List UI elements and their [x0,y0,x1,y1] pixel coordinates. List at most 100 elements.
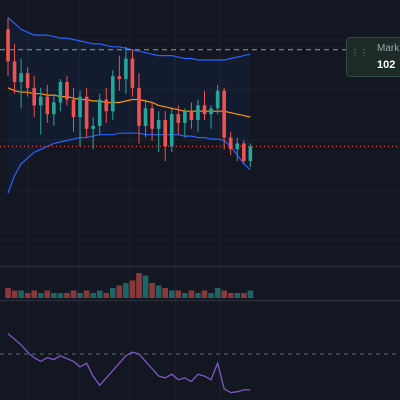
volume-bar [155,285,162,298]
volume-bar [44,290,51,298]
candle-body [196,105,200,121]
candle-body [117,76,122,80]
candle-body [12,61,17,82]
volume-bar [162,288,168,298]
candle [130,49,135,97]
candle [91,117,95,150]
volume-bar [90,293,96,298]
volume-bar [221,290,227,298]
candle [12,43,17,94]
candle [215,84,220,115]
volume-bar [208,293,214,298]
candle-body [137,87,141,126]
candle-body [78,96,82,118]
candle-body [202,105,207,115]
volume-bar [37,293,44,298]
mark-price-label: Mark [377,43,400,54]
candle [189,102,194,129]
volume-bar [116,285,123,298]
volume-bar [149,283,155,298]
volume-bar [182,293,188,298]
volume-bar [234,293,241,298]
volume-bar [103,293,110,298]
bollinger-upper [7,17,251,61]
volume-bar [129,280,136,298]
volume-bar [188,290,195,298]
bollinger-bands [7,17,251,194]
candle [84,87,89,138]
candle-body [189,111,194,121]
volume-bar [24,293,31,298]
candle [163,111,167,162]
candle-body [163,120,167,147]
candle [25,67,30,97]
candle [222,87,226,150]
candle [111,70,115,121]
volume-bar [57,293,64,298]
candle [32,76,36,118]
candle-body [150,108,154,129]
candle [235,137,240,162]
candle [196,99,200,132]
candle-body [183,111,187,123]
candle-body [32,87,36,106]
candle-body [97,99,102,126]
candle-body [209,108,213,115]
candle-body [104,99,109,112]
volume-bar [18,290,24,298]
volume-bar [110,288,116,298]
candle-body [52,102,56,115]
candle-body [19,73,23,82]
price-lines [0,49,400,147]
candle-body [176,114,181,123]
rsi-pane [0,333,400,394]
candle-body [84,96,89,129]
candle-body [25,73,30,88]
candle [228,131,233,156]
candle [202,90,207,121]
candle [137,73,141,144]
candle-body [169,114,174,147]
candle [209,105,213,129]
candle-body [45,96,50,115]
rsi-line [7,333,251,394]
volume-bar [214,288,221,298]
candle-body [228,137,233,150]
candle [65,76,69,106]
candle-body [143,108,148,126]
volume-bar [51,293,57,298]
candle [242,140,246,164]
candle [6,17,10,77]
candle-body [130,58,135,88]
candles [6,17,253,167]
candle [176,105,181,135]
candle-body [222,90,226,138]
mark-price-tooltip[interactable]: ⋮⋮ Mark 102 [346,37,400,77]
candle [71,87,76,132]
volume-pane [5,273,254,298]
drag-handle-icon[interactable]: ⋮⋮ [351,48,369,57]
candle-body [58,81,63,103]
candle [104,87,109,123]
candle-body [38,96,43,106]
volume-bar [11,290,18,298]
candle-body [242,143,246,162]
volume-bar [136,273,142,298]
candle-body [91,125,95,129]
candle-body [156,120,161,129]
candle [45,84,50,123]
volume-bar [195,293,201,298]
candle [156,111,161,153]
candle [183,108,187,138]
candle [19,58,23,109]
volume-bar [227,293,234,298]
volume-bar [64,293,70,298]
mark-price-value: 102 [377,59,396,71]
candle-body [111,76,115,112]
candle [78,90,82,147]
candle [58,79,63,112]
candle [169,108,174,153]
volume-bar [142,275,149,298]
candle [150,102,154,141]
